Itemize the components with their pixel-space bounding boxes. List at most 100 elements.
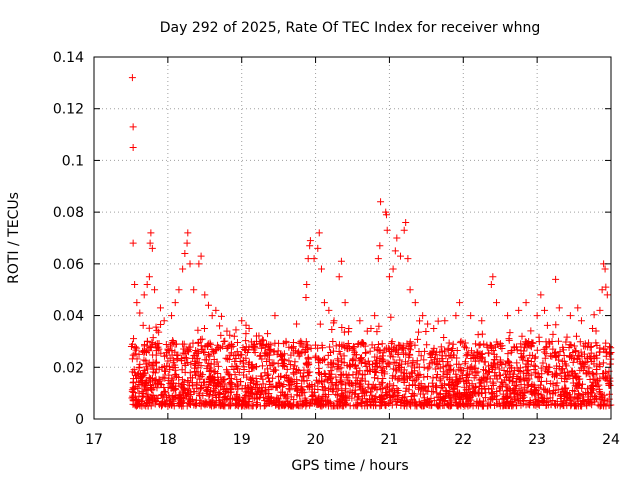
data-point bbox=[434, 317, 442, 325]
data-point bbox=[351, 390, 359, 398]
data-point bbox=[571, 347, 579, 355]
data-point bbox=[161, 374, 169, 382]
data-point bbox=[194, 326, 202, 334]
data-point bbox=[142, 357, 150, 365]
data-point bbox=[552, 275, 560, 283]
data-point bbox=[268, 360, 276, 368]
data-point bbox=[488, 394, 496, 402]
data-point bbox=[135, 389, 143, 397]
data-point bbox=[249, 390, 257, 398]
data-point bbox=[260, 402, 268, 410]
data-point bbox=[336, 376, 344, 384]
data-point bbox=[144, 365, 152, 373]
data-point bbox=[485, 362, 493, 370]
data-point bbox=[543, 388, 551, 396]
data-point bbox=[143, 281, 151, 289]
data-point bbox=[557, 395, 565, 403]
data-point bbox=[298, 377, 306, 385]
data-point bbox=[357, 400, 365, 408]
data-point bbox=[245, 368, 253, 376]
data-point bbox=[131, 281, 139, 289]
data-point bbox=[180, 384, 188, 392]
data-point bbox=[165, 394, 173, 402]
data-point bbox=[147, 361, 155, 369]
data-point bbox=[129, 144, 137, 151]
data-point bbox=[178, 397, 186, 405]
data-point bbox=[280, 401, 288, 409]
data-point bbox=[350, 343, 358, 351]
data-point bbox=[185, 381, 193, 389]
data-point bbox=[278, 352, 286, 360]
data-point bbox=[444, 366, 452, 374]
data-point bbox=[434, 402, 442, 410]
data-point bbox=[485, 384, 493, 392]
data-point bbox=[153, 384, 161, 392]
data-point bbox=[190, 286, 198, 294]
data-point bbox=[148, 244, 156, 252]
data-point bbox=[303, 361, 311, 369]
data-point bbox=[437, 343, 445, 351]
data-point bbox=[384, 344, 392, 352]
data-point bbox=[400, 369, 408, 377]
data-point bbox=[277, 372, 285, 380]
data-point bbox=[587, 349, 595, 357]
data-point bbox=[393, 234, 401, 242]
data-point bbox=[357, 359, 365, 367]
data-point bbox=[592, 339, 600, 347]
data-point bbox=[379, 384, 387, 392]
data-point bbox=[197, 336, 205, 344]
data-point bbox=[184, 229, 192, 237]
data-point bbox=[242, 401, 250, 409]
data-point bbox=[295, 339, 303, 347]
data-point bbox=[570, 342, 578, 350]
data-point bbox=[166, 401, 174, 409]
data-point bbox=[297, 337, 305, 345]
data-point bbox=[445, 402, 453, 410]
data-point bbox=[214, 341, 222, 349]
data-point bbox=[252, 337, 260, 345]
data-point bbox=[364, 383, 372, 391]
data-point bbox=[569, 386, 577, 394]
data-point bbox=[202, 356, 210, 364]
data-point bbox=[522, 341, 530, 349]
data-point bbox=[214, 378, 222, 386]
data-point bbox=[202, 387, 210, 395]
data-point bbox=[438, 348, 446, 356]
data-point bbox=[353, 402, 361, 410]
data-point bbox=[568, 367, 576, 375]
data-point bbox=[141, 348, 149, 356]
data-point bbox=[205, 359, 213, 367]
data-point bbox=[589, 325, 597, 332]
data-point bbox=[513, 359, 521, 367]
data-point bbox=[252, 362, 260, 370]
data-point bbox=[332, 381, 340, 389]
data-point bbox=[363, 389, 371, 397]
data-point bbox=[354, 393, 362, 401]
data-point bbox=[574, 381, 582, 389]
data-point bbox=[531, 362, 539, 370]
data-point bbox=[299, 373, 307, 381]
data-point bbox=[156, 380, 164, 388]
data-point bbox=[393, 345, 401, 353]
data-point bbox=[461, 358, 469, 366]
data-point bbox=[424, 373, 432, 381]
data-point bbox=[224, 370, 232, 378]
data-point bbox=[388, 401, 396, 409]
data-point bbox=[483, 378, 491, 386]
data-point bbox=[141, 382, 149, 390]
data-point bbox=[215, 389, 223, 397]
data-point bbox=[159, 391, 167, 399]
data-point bbox=[146, 239, 154, 247]
data-point bbox=[429, 388, 437, 396]
data-point bbox=[135, 350, 143, 358]
data-point bbox=[376, 242, 384, 250]
data-point bbox=[151, 369, 159, 377]
data-point bbox=[595, 360, 603, 368]
data-point bbox=[454, 379, 462, 387]
data-point bbox=[128, 355, 136, 363]
data-point bbox=[227, 349, 235, 357]
data-point bbox=[553, 379, 561, 387]
data-point bbox=[572, 332, 580, 340]
data-point bbox=[556, 370, 564, 378]
data-point bbox=[130, 366, 138, 374]
